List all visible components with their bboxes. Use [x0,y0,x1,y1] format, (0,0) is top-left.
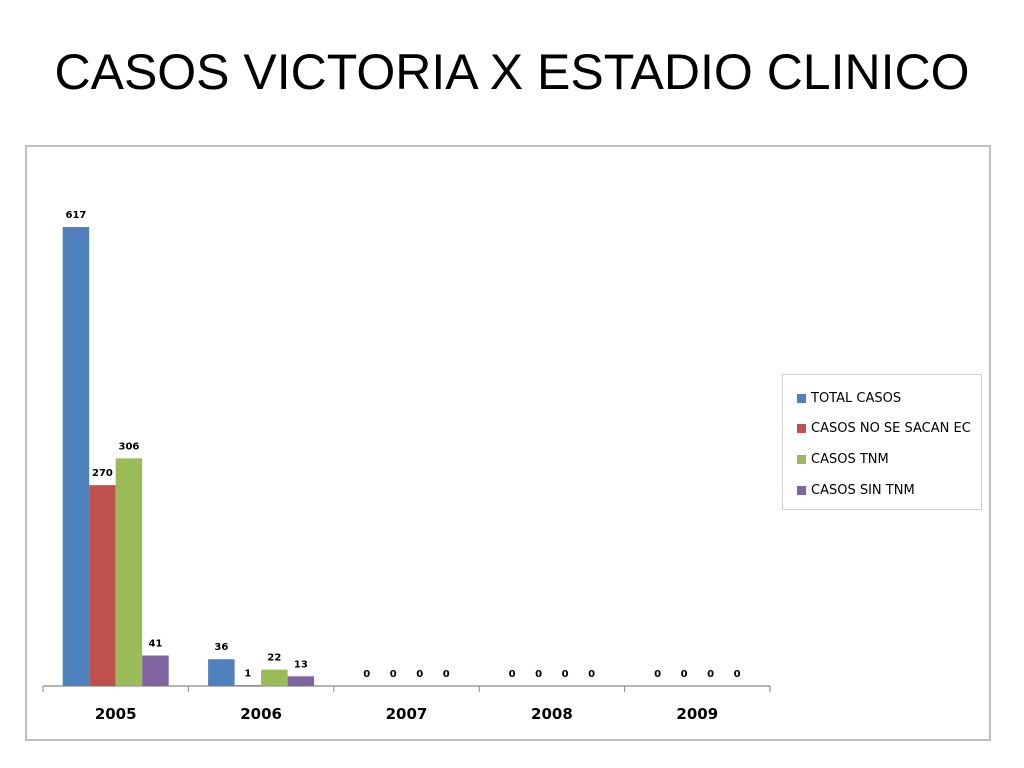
data-label: 0 [588,669,595,680]
x-tick-labels: 2005 2006 2007 2008 2009 [95,705,718,723]
data-label: 0 [707,669,714,680]
legend-item-casos-tnm: CASOS TNM [797,450,889,468]
data-label: 1 [244,668,251,679]
data-label: 0 [363,669,370,680]
legend-item-casos-sin-tnm: CASOS SIN TNM [797,481,915,499]
legend-item-total-casos: TOTAL CASOS [797,389,901,407]
data-label: 0 [734,669,741,680]
data-label: 0 [681,669,688,680]
slide-title: CASOS VICTORIA X ESTADIO CLINICO [54,44,970,100]
bar-2006-casos-sin-tnm [287,676,315,686]
data-label: 0 [654,669,661,680]
data-label: 0 [443,669,450,680]
x-axis [42,685,771,692]
data-label: 617 [66,210,87,221]
data-label: 13 [294,659,308,670]
data-label: 0 [562,669,569,680]
legend-label: CASOS SIN TNM [811,482,915,498]
legend-label: CASOS NO SE SACAN EC [811,420,971,436]
data-label: 0 [535,669,542,680]
legend-label: CASOS TNM [811,451,889,467]
data-label: 306 [119,441,140,452]
legend-swatch-total-casos [797,393,806,403]
bars [62,227,315,686]
bar-2005-casos-tnm [115,458,143,686]
legend-swatch-casos-tnm [797,454,806,464]
bar-2005-casos-sin-tnm [142,655,169,686]
legend-label: TOTAL CASOS [811,390,902,406]
data-labels: 617 270 306 41 36 1 22 13 0 0 0 0 0 0 0 0 0 0 0 0 [66,210,741,680]
bar-2006-total-casos [208,659,235,686]
legend-swatch-casos-sin-tnm [797,485,806,495]
bar-2005-casos-no-se-sacan-ec [89,485,116,686]
bar-2005-total-casos [62,227,90,686]
data-label: 36 [214,642,228,653]
x-tick-label: 2007 [386,705,428,723]
x-tick-label: 2009 [676,705,718,723]
data-label: 0 [390,669,397,680]
x-tick-label: 2006 [240,705,282,723]
bar-2006-casos-no-se-sacan-ec [234,685,262,686]
data-label: 41 [148,638,162,649]
data-label: 0 [416,669,423,680]
legend-item-casos-no-se-sacan-ec: CASOS NO SE SACAN EC [797,419,971,437]
x-tick-label: 2008 [531,705,573,723]
data-label: 0 [509,669,516,680]
x-tick-label: 2005 [95,705,137,723]
bar-2006-casos-tnm [261,669,288,686]
data-label: 270 [92,468,113,479]
legend-swatch-casos-no-se-sacan-ec [797,423,806,433]
data-label: 22 [267,653,281,664]
legend: TOTAL CASOS CASOS NO SE SACAN EC CASOS T… [782,374,982,510]
